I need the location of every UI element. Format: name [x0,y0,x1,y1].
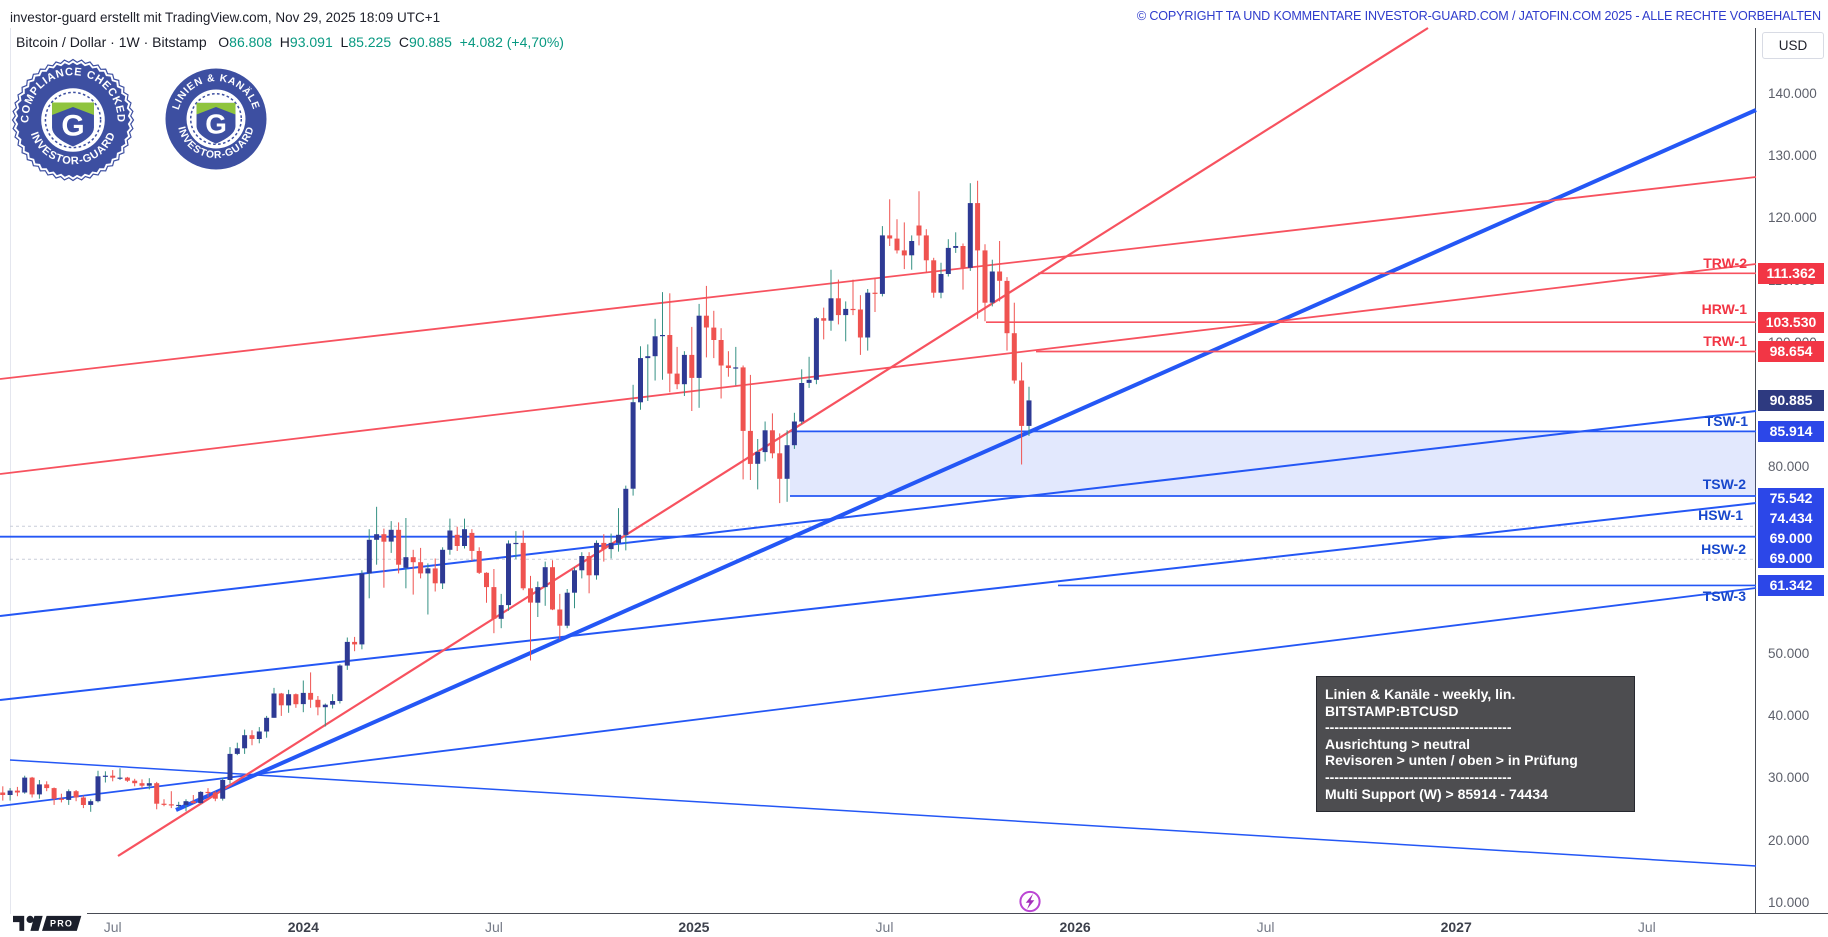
svg-text:G: G [61,109,84,142]
svg-text:G: G [205,108,227,139]
svg-text:PRO: PRO [50,919,73,929]
